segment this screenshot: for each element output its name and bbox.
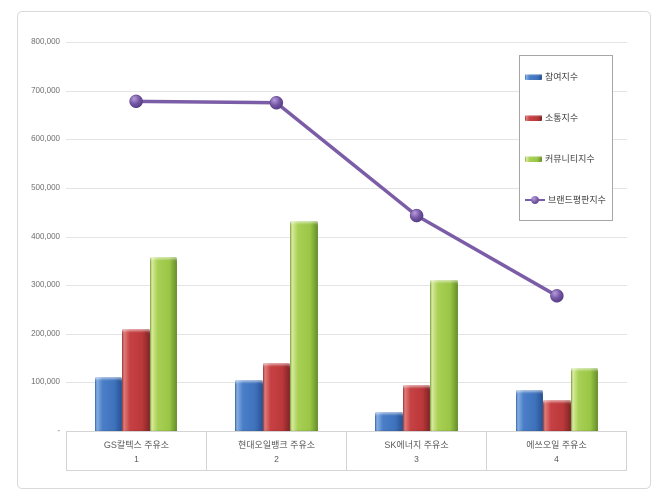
legend-item-participation-index: 참여지수 <box>520 56 612 97</box>
x-axis: GS칼텍스 주유소 1 현대오일뱅크 주유소 2 SK에너지 주유소 3 에쓰오… <box>66 431 627 471</box>
gridline <box>66 187 627 189</box>
bar-참여지수-cat3 <box>375 412 403 431</box>
line-marker-cat2 <box>269 96 284 110</box>
y-tick-label: 700,000 <box>31 85 60 95</box>
category-cell-3: SK에너지 주유소 3 <box>347 432 487 470</box>
line-path <box>134 99 559 298</box>
legend-item-community-index: 커뮤니티지수 <box>520 138 612 179</box>
gridline <box>66 42 627 43</box>
purple-line-marker-icon <box>525 195 545 204</box>
legend-label: 브랜드평판지수 <box>548 195 606 205</box>
gridline <box>66 382 627 384</box>
bar-참여지수-cat2 <box>235 380 263 431</box>
gridline <box>66 139 627 141</box>
line-marker-cat4 <box>550 289 564 303</box>
bar-참여지수-cat1 <box>94 377 123 431</box>
line-marker-cat3 <box>409 208 424 223</box>
legend-label: 커뮤니티지수 <box>545 154 595 164</box>
category-number: 3 <box>414 454 419 465</box>
y-tick-label: 800,000 <box>31 37 60 46</box>
bar-소통지수-cat2 <box>262 363 291 431</box>
plot-area <box>66 42 627 431</box>
category-number: 4 <box>554 454 559 465</box>
category-cell-4: 에쓰오일 주유소 4 <box>487 432 626 470</box>
bar-참여지수-cat4 <box>515 389 544 431</box>
gridline <box>66 90 627 92</box>
bar-소통지수-cat3 <box>402 385 431 431</box>
legend-item-communication-index: 소통지수 <box>520 97 612 138</box>
bar-소통지수-cat4 <box>543 400 571 431</box>
category-label: 에쓰오일 주유소 <box>526 439 587 450</box>
y-tick-label: 300,000 <box>31 280 60 290</box>
line-marker-cat1 <box>129 94 143 109</box>
legend-label: 참여지수 <box>545 72 579 82</box>
y-tick-label: 600,000 <box>31 134 60 144</box>
brand-reputation-line <box>129 94 564 303</box>
green-bar-swatch-icon <box>525 155 542 162</box>
bar-커뮤니티지수-cat3 <box>430 280 458 431</box>
legend-item-brand-reputation-index: 브랜드평판지수 <box>520 179 612 220</box>
y-axis-labels: 800,000 700,000 600,000 500,000 400,000 300,0… <box>20 37 60 435</box>
y-tick-label: 500,000 <box>31 182 60 192</box>
legend: 참여지수 소통지수 커뮤니티지수 브랜드평판지수 <box>519 55 613 221</box>
y-tick-label: 100,000 <box>31 377 60 387</box>
bar-커뮤니티지수-cat2 <box>290 220 318 431</box>
category-number: 1 <box>134 454 139 465</box>
bar-커뮤니티지수-cat1 <box>149 257 178 431</box>
gridline <box>66 333 627 335</box>
blue-bar-swatch-icon <box>525 73 542 80</box>
gridline <box>66 236 627 238</box>
red-bar-swatch-icon <box>525 114 542 121</box>
legend-label: 소통지수 <box>545 113 579 123</box>
line-dot-icon <box>531 195 539 204</box>
category-cell-1: GS칼텍스 주유소 1 <box>67 432 207 470</box>
category-label: SK에너지 주유소 <box>384 439 449 450</box>
category-number: 2 <box>274 454 279 465</box>
bar-커뮤니티지수-cat4 <box>570 367 599 431</box>
y-tick-label: 200,000 <box>31 328 60 338</box>
category-label: 현대오일뱅크 주유소 <box>237 439 316 450</box>
y-tick-label: 400,000 <box>31 231 60 241</box>
y-tick-label: - <box>57 426 60 435</box>
category-cell-2: 현대오일뱅크 주유소 2 <box>207 432 347 470</box>
category-label: GS칼텍스 주유소 <box>103 439 170 450</box>
chart-frame: 800,000 700,000 600,000 500,000 400,000 300,0… <box>17 11 651 489</box>
bar-소통지수-cat1 <box>122 328 150 431</box>
gridline <box>66 285 627 287</box>
